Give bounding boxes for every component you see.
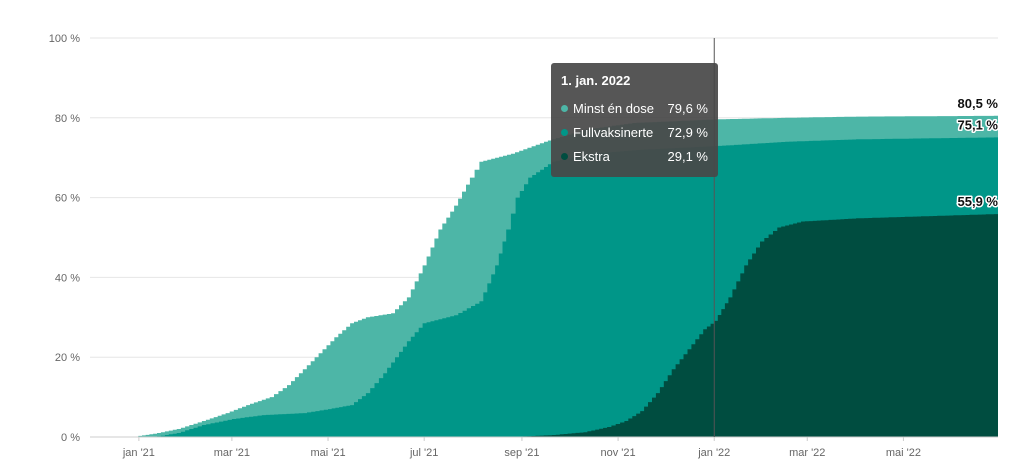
- x-tick-label: sep '21: [504, 447, 539, 459]
- x-tick-label: mai '22: [886, 447, 921, 459]
- tooltip-row-minst-en-dose: Minst én dose 79,6 %: [561, 96, 708, 120]
- y-axis-tick-labels: 0 % 20 % 40 % 60 % 80 % 100 %: [49, 33, 80, 444]
- tooltip-series-name: Ekstra: [573, 148, 610, 164]
- tooltip-series-value: 29,1 %: [667, 148, 708, 164]
- series-dot-icon: [561, 128, 568, 136]
- x-tick-label: mai '21: [310, 447, 345, 459]
- area-ekstra[interactable]: [510, 214, 998, 437]
- x-tick-label: mar '22: [789, 447, 825, 459]
- tooltip-series-value: 72,9 %: [667, 124, 708, 140]
- x-tick-label: jan '22: [697, 447, 730, 459]
- tooltip-series-name: Fullvaksinerte: [573, 124, 654, 140]
- y-tick-label: 60 %: [55, 193, 80, 205]
- y-tick-label: 0 %: [61, 432, 80, 444]
- x-axis-tick-labels: jan '21 mar '21 mai '21 jul '21 sep '21 nov '…: [122, 447, 921, 459]
- y-tick-label: 40 %: [55, 272, 80, 284]
- series-end-labels: 80,5 % 75,1 % 55,9 %: [956, 94, 1000, 210]
- y-tick-label: 80 %: [55, 113, 80, 125]
- x-axis: [90, 436, 998, 441]
- y-tick-label: 20 %: [55, 352, 80, 364]
- x-tick-label: mar '21: [214, 447, 250, 459]
- series-end-label: 75,1 %: [958, 117, 999, 132]
- x-tick-label: jan '21: [122, 447, 155, 459]
- tooltip-row-fullvaksinerte: Fullvaksinerte 72,9 %: [561, 120, 708, 144]
- tooltip-series-name: Minst én dose: [573, 100, 654, 116]
- series-end-label: 55,9 %: [958, 194, 999, 209]
- series-end-label: 80,5 %: [958, 96, 999, 111]
- x-tick-label: jul '21: [409, 447, 438, 459]
- series-dot-icon: [561, 152, 568, 160]
- series-dot-icon: [561, 104, 568, 112]
- area-series[interactable]: [131, 115, 999, 438]
- hover-tooltip: 1. jan. 2022 Minst én dose 79,6 % Fullva…: [551, 63, 718, 177]
- tooltip-row-ekstra: Ekstra 29,1 %: [561, 144, 708, 168]
- tooltip-series-value: 79,6 %: [667, 100, 708, 116]
- y-tick-label: 100 %: [49, 33, 80, 45]
- tooltip-title: 1. jan. 2022: [561, 73, 631, 88]
- x-tick-label: nov '21: [601, 447, 636, 459]
